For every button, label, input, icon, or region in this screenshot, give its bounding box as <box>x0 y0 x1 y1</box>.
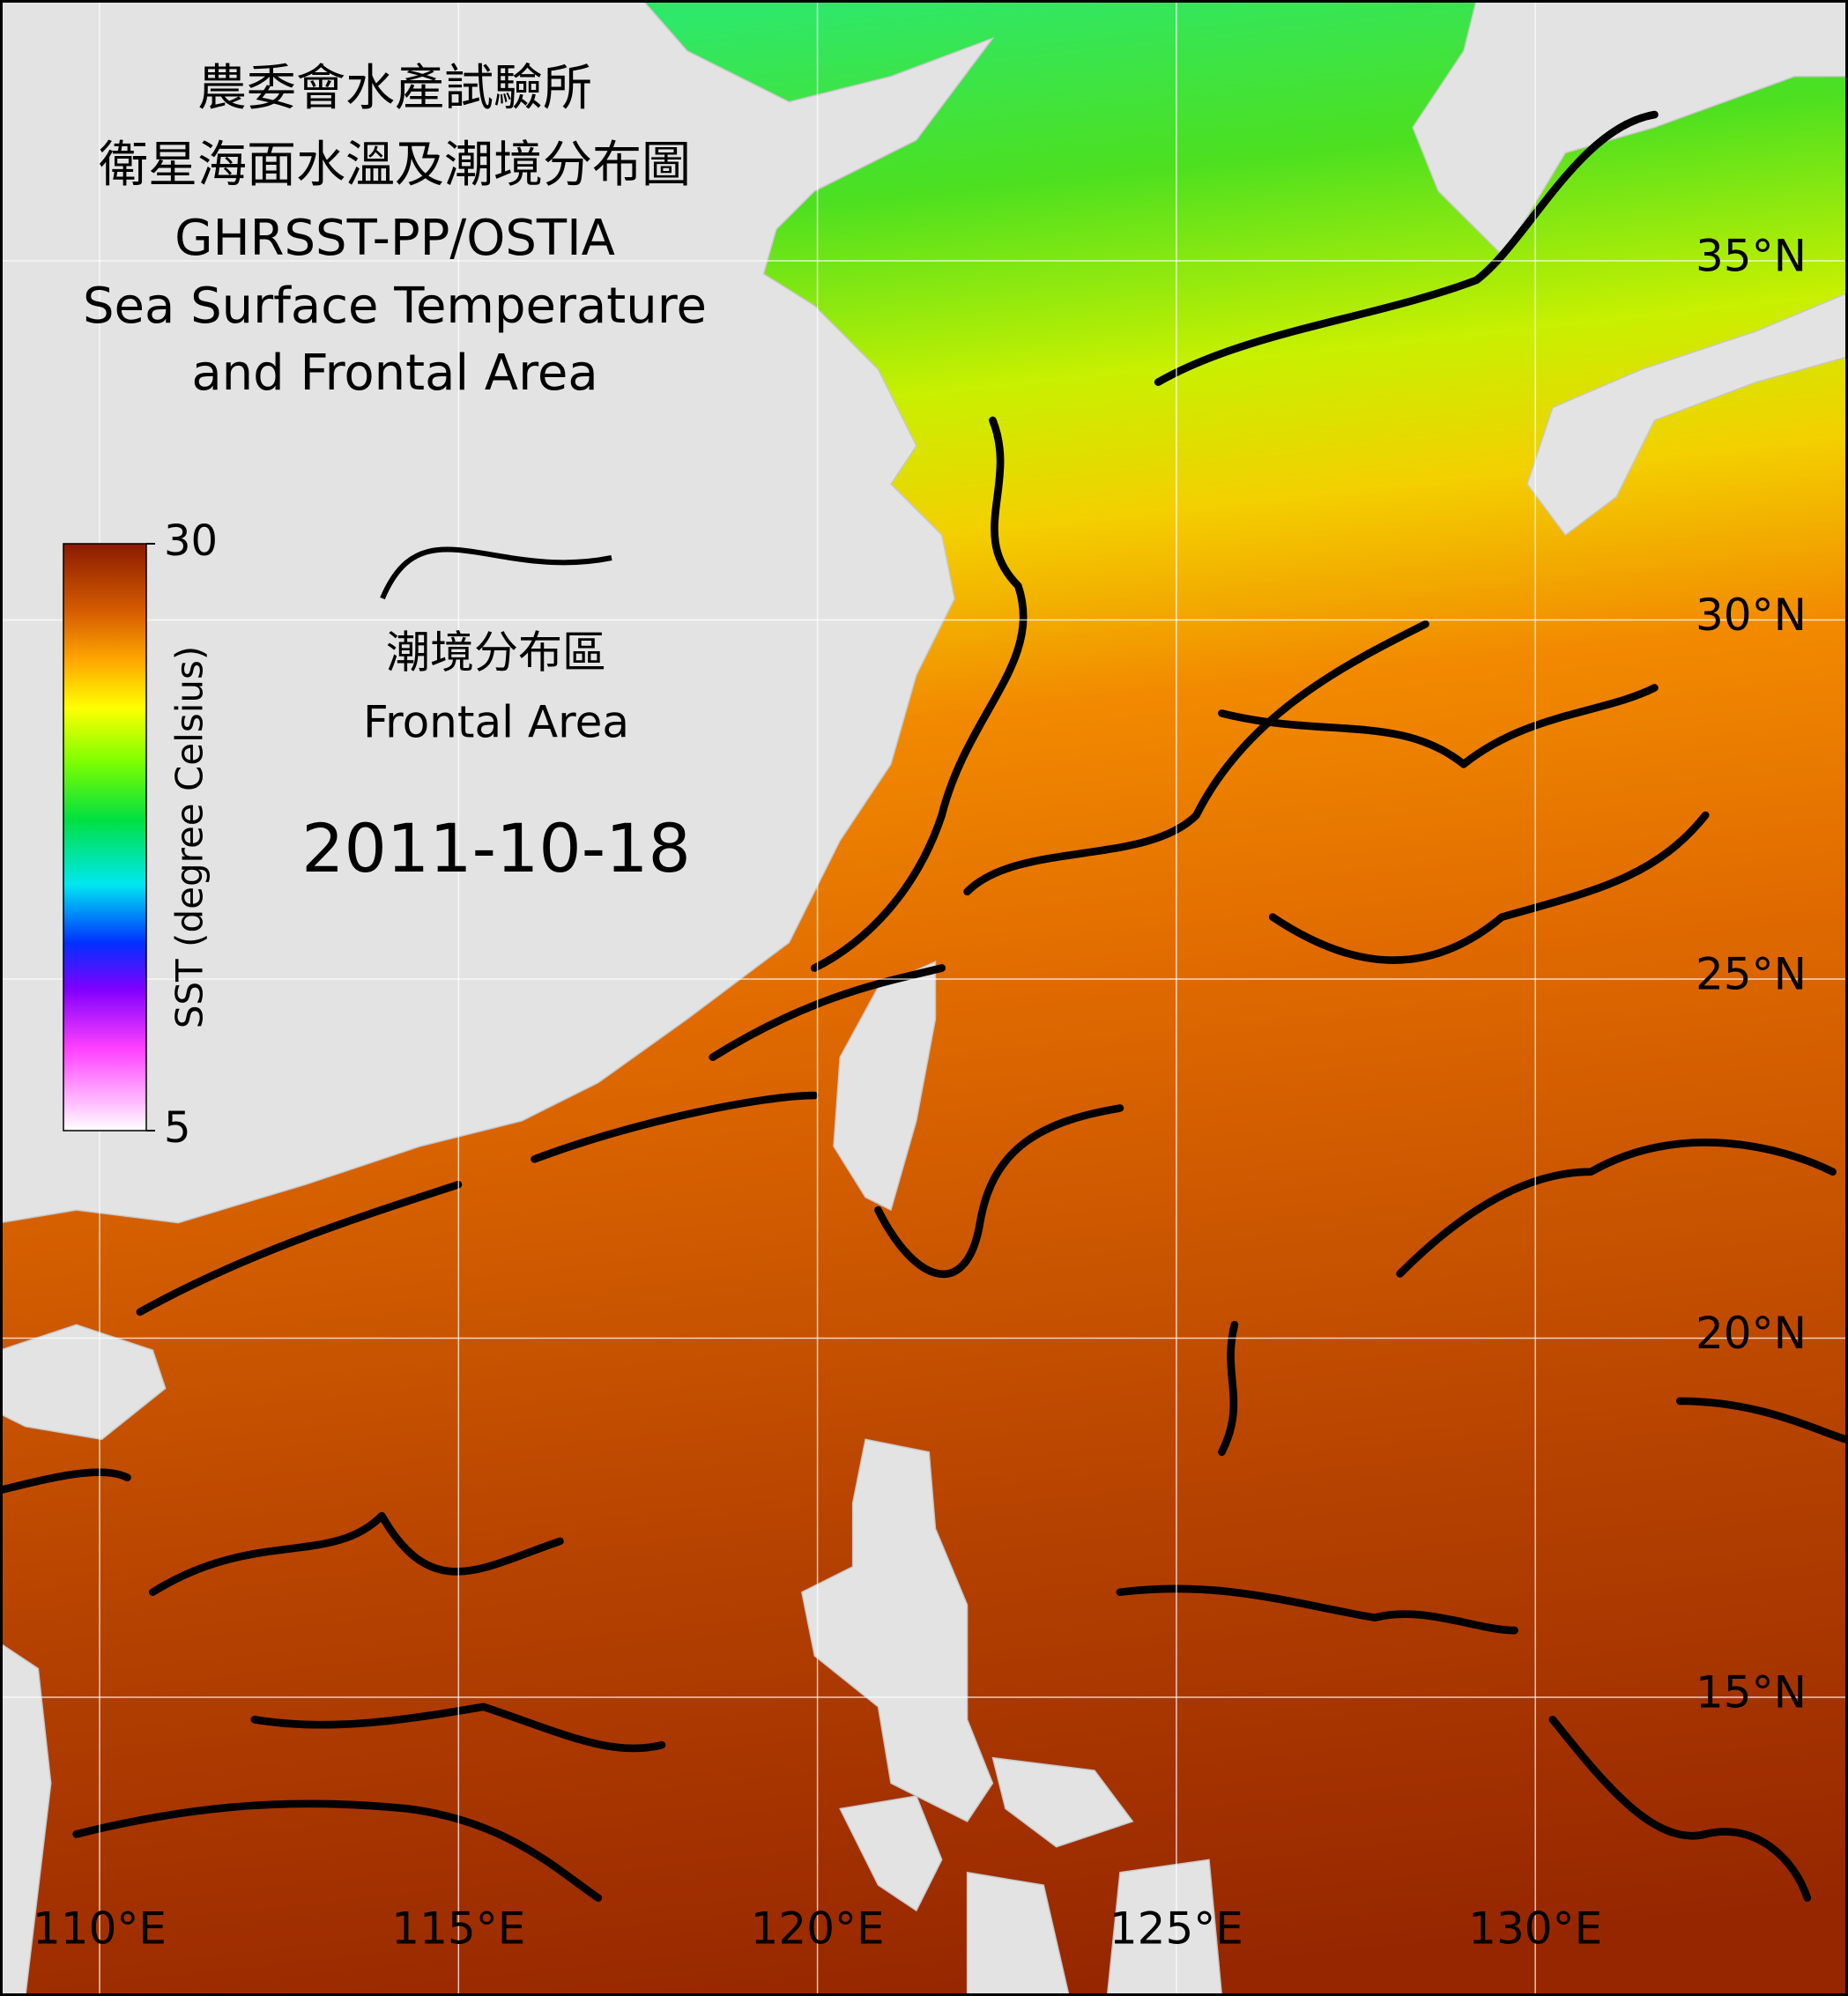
colorbar-tick-label: 30 <box>164 516 218 566</box>
date: 2011-10-18 <box>301 809 691 887</box>
latitude-label: 35°N <box>1696 231 1807 282</box>
land-taiwan <box>833 961 937 1212</box>
title-line: and Frontal Area <box>191 345 597 402</box>
legend-label: Frontal Area <box>363 697 629 748</box>
land-vietnam <box>0 1642 52 1996</box>
latitude-label: 20°N <box>1696 1308 1807 1359</box>
title-line: Sea Surface Temperature <box>83 278 707 335</box>
legend-label: 潮境分布區 <box>386 627 606 679</box>
latitude-label: 15°N <box>1696 1667 1807 1718</box>
land-visayas <box>839 1756 1223 1996</box>
land-luzon <box>801 1438 994 1822</box>
colorbar-tick-label: 5 <box>164 1103 191 1153</box>
longitude-label: 130°E <box>1468 1903 1602 1955</box>
title-line: 衛星海面水溫及潮境分布圖 <box>99 137 691 194</box>
frontal-lines <box>0 110 1848 1902</box>
longitude-label: 125°E <box>1110 1903 1243 1955</box>
land-china <box>0 0 995 1224</box>
title-line: 農委會水產試驗所 <box>197 60 592 117</box>
latitude-label: 30°N <box>1696 590 1807 641</box>
land-japan <box>1526 292 1848 537</box>
longitude-label: 110°E <box>33 1903 167 1955</box>
longitude-label: 120°E <box>751 1903 885 1955</box>
land-hainan <box>0 1324 167 1441</box>
title-line: GHRSST-PP/OSTIA <box>174 210 615 267</box>
frontal-legend-line <box>380 546 612 600</box>
longitude-label: 115°E <box>391 1903 525 1955</box>
latitude-label: 25°N <box>1696 949 1807 1000</box>
colorbar-label: SST (degree Celsius) <box>168 646 212 1029</box>
colorbar <box>63 543 147 1132</box>
